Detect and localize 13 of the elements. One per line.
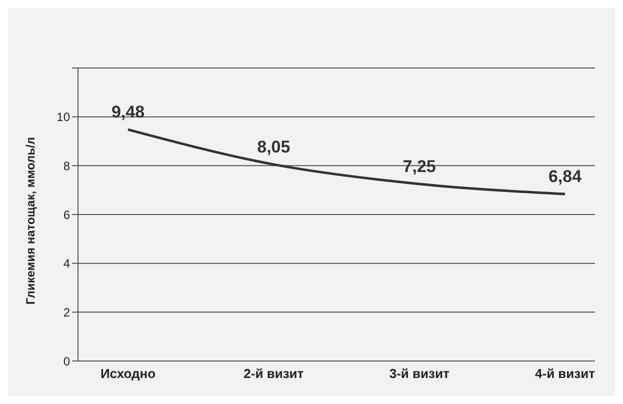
x-tick-label: 3-й визит	[389, 366, 450, 382]
y-tick-label: 0	[63, 354, 70, 368]
y-tick-label: 4	[63, 256, 70, 271]
y-tick-label: 6	[63, 208, 70, 222]
data-label: 6,84	[548, 166, 582, 186]
data-label: 8,05	[257, 137, 290, 156]
x-tick-label: 4-й визит	[535, 366, 595, 382]
x-tick-label: Исходно	[100, 366, 156, 382]
y-tick-label: 2	[63, 305, 70, 320]
y-tick-label: 10	[56, 110, 70, 124]
x-tick-label: 2-й визит	[244, 366, 304, 382]
y-axis-title: Гликемия натощак, ммоль/л	[23, 137, 38, 304]
y-tick-label: 8	[63, 158, 70, 173]
